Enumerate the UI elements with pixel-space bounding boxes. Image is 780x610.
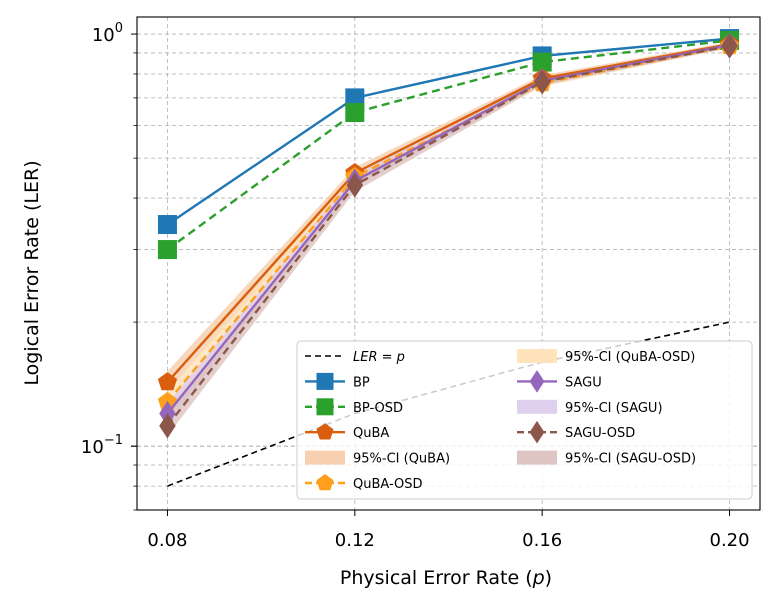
- legend-label: QuBA: [353, 426, 389, 441]
- legend-label: 95%-CI (SAGU-OSD): [565, 452, 696, 467]
- legend-label: 95%-CI (SAGU): [565, 401, 663, 416]
- legend-label: BP-OSD: [353, 401, 403, 416]
- plot-frame: [136, 16, 761, 511]
- x-tick-label: 0.16: [522, 530, 562, 551]
- y-tick-label-base: 10: [81, 437, 104, 458]
- svg-text:Physical Error Rate (p): Physical Error Rate (p): [340, 567, 552, 589]
- x-tick-label: 0.12: [335, 530, 375, 551]
- y-tick-label: 10−1: [81, 433, 123, 458]
- legend-patch-95-ci-sagu-osd: [517, 450, 557, 465]
- series-line-sagu-osd: [166, 44, 730, 427]
- data-point-quba: [157, 372, 178, 391]
- legend-patch-95-ci-sagu: [517, 399, 557, 414]
- legend-label: 95%-CI (QuBA): [353, 452, 450, 467]
- y-tick-label-exponent: −1: [104, 433, 123, 448]
- legend-label: SAGU-OSD: [565, 426, 635, 441]
- data-point-sagu-osd: [721, 33, 738, 59]
- x-axis-label-text: Physical Error Rate (: [340, 567, 533, 589]
- legend-patch-95-ci-quba: [305, 450, 345, 465]
- legend-label: 95%-CI (QuBA-OSD): [565, 350, 695, 365]
- y-tick-label-exponent: 0: [115, 21, 123, 36]
- legend-patch-95-ci-quba-osd: [517, 349, 557, 363]
- legend-label: LER = p: [353, 350, 405, 365]
- series-line-bp-osd: [166, 39, 730, 251]
- y-axis-label: Logical Error Rate (LER): [21, 160, 43, 385]
- legend-label: QuBA-OSD: [353, 477, 423, 492]
- legend-marker-bp: [316, 372, 334, 390]
- data-point-bp-osd: [157, 240, 177, 260]
- data-point-sagu-osd: [159, 413, 176, 439]
- legend-marker-bp-osd: [316, 398, 334, 416]
- legend-box: [296, 340, 753, 500]
- legend-marker-quba: [316, 423, 334, 440]
- series-line-bp: [166, 37, 730, 226]
- x-axis-label-close: ): [545, 567, 552, 589]
- data-point-sagu-osd: [346, 172, 364, 198]
- x-tick-label: 0.20: [710, 530, 750, 551]
- legend-label: BP: [353, 375, 370, 390]
- data-point-bp-osd: [345, 103, 365, 123]
- legend-marker-quba-osd: [316, 473, 334, 491]
- legend-marker-sagu: [529, 370, 545, 393]
- y-tick-label-base: 10: [92, 25, 115, 46]
- x-axis-label: Physical Error Rate (p): [340, 567, 552, 589]
- y-tick-label: 100: [92, 21, 123, 46]
- series-line-quba: [166, 43, 730, 383]
- legend: LER = p 95%-CI (QuBA-OSD) BP SAGU BP-OSD 95%-…: [296, 340, 753, 500]
- legend-label: SAGU: [565, 375, 602, 390]
- data-point-sagu-osd: [533, 69, 551, 95]
- x-axis-label-var: p: [532, 567, 545, 589]
- legend-marker-sagu-osd: [529, 420, 545, 444]
- x-tick-label: 0.08: [147, 530, 187, 551]
- data-point-bp: [157, 215, 177, 235]
